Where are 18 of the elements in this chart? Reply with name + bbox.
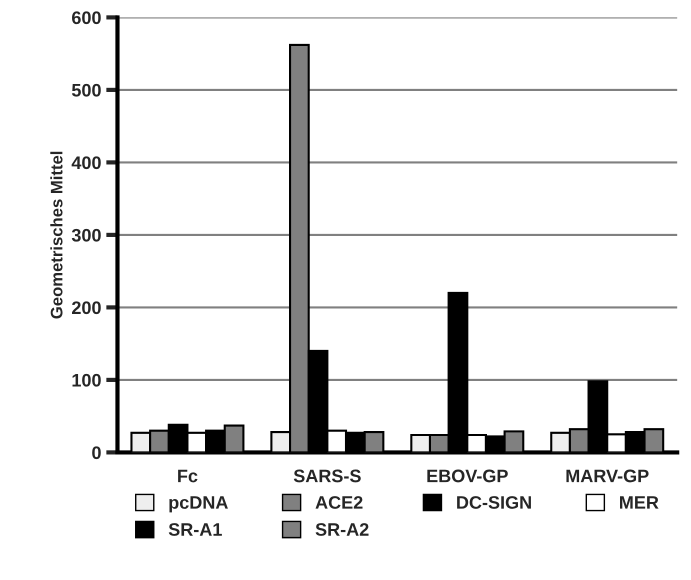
y-tick-label: 300 [72, 228, 101, 242]
x-tick-label: MARV-GP [566, 470, 649, 482]
legend-label: SR-A1 [168, 523, 222, 536]
legend-label: MER [620, 496, 659, 509]
legend-label: DC-SIGN [457, 496, 531, 509]
y-tick-label: 400 [72, 156, 101, 170]
y-axis-title: Geometrisches Mittel [50, 152, 63, 318]
legend-label: ACE2 [316, 496, 363, 509]
y-tick-label: 500 [72, 84, 101, 97]
x-tick-label: EBOV-GP [427, 470, 508, 482]
legend-label: pcDNA [169, 496, 228, 512]
y-tick-label: 600 [72, 11, 101, 24]
y-tick-label: 200 [72, 301, 101, 314]
x-tick-label: Fc [178, 470, 198, 482]
x-tick-label: SARS-S [294, 470, 361, 482]
y-tick-label: 100 [72, 374, 101, 387]
y-tick-label: 0 [92, 446, 101, 460]
legend-label: SR-A2 [316, 523, 369, 536]
